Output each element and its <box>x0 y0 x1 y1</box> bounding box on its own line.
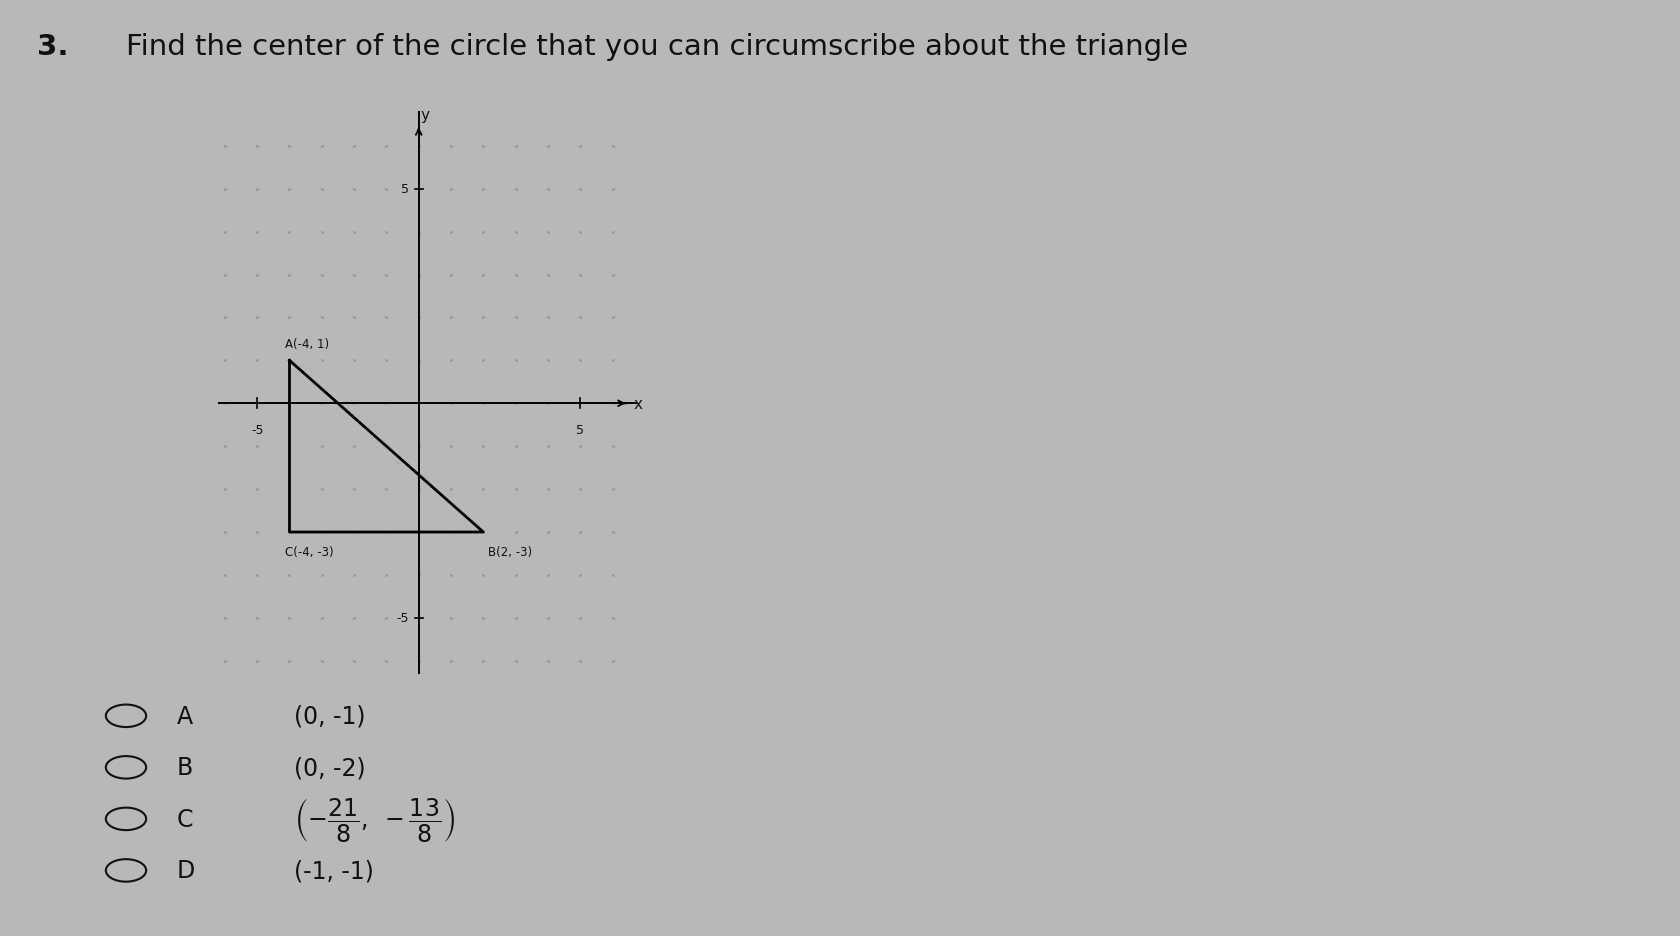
Text: y: y <box>420 108 430 123</box>
Text: B(2, -3): B(2, -3) <box>489 546 533 558</box>
Text: (0, -2): (0, -2) <box>294 755 366 780</box>
Text: B: B <box>176 755 193 780</box>
Text: D: D <box>176 858 195 883</box>
Text: (0, -1): (0, -1) <box>294 704 366 728</box>
Text: Find the center of the circle that you can circumscribe about the triangle: Find the center of the circle that you c… <box>126 33 1188 61</box>
Text: A(-4, 1): A(-4, 1) <box>284 337 329 350</box>
Text: -5: -5 <box>250 423 264 436</box>
Text: 5: 5 <box>576 423 585 436</box>
Text: A: A <box>176 704 193 728</box>
Text: 5: 5 <box>402 183 408 196</box>
Text: -5: -5 <box>396 612 408 624</box>
Text: $\left(-\dfrac{21}{8},\ -\dfrac{13}{8}\right)$: $\left(-\dfrac{21}{8},\ -\dfrac{13}{8}\r… <box>294 795 455 843</box>
Text: C: C <box>176 807 193 831</box>
Text: C(-4, -3): C(-4, -3) <box>284 546 333 558</box>
Text: (-1, -1): (-1, -1) <box>294 858 375 883</box>
Text: 3.: 3. <box>37 33 69 61</box>
Text: x: x <box>633 396 642 411</box>
